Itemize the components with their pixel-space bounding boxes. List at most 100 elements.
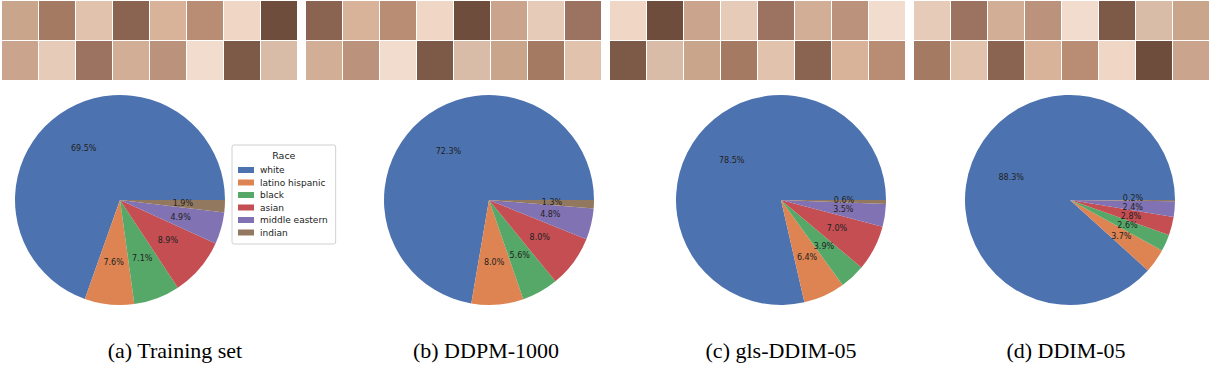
data-label: 88.3% xyxy=(998,173,1024,182)
data-label: 5.6% xyxy=(510,251,531,260)
pie-chart: 78.5%6.4%3.9%7.0%3.5%0.6% xyxy=(676,95,886,305)
data-label: 4.8% xyxy=(540,210,561,219)
thumbnail-strip xyxy=(610,1,905,80)
legend-swatch xyxy=(238,217,254,223)
face-thumbnail xyxy=(150,41,186,80)
pie-slice xyxy=(676,95,886,305)
face-thumbnail xyxy=(39,1,75,40)
caption: (a) Training set xyxy=(108,338,242,363)
legend-label: indian xyxy=(260,228,288,238)
face-thumbnail xyxy=(721,41,757,80)
face-thumbnail xyxy=(2,41,38,80)
data-label: 8.0% xyxy=(530,233,551,242)
face-thumbnail xyxy=(261,1,297,40)
face-thumbnail xyxy=(417,41,453,80)
face-thumbnail xyxy=(1173,1,1209,40)
legend-label: white xyxy=(260,165,285,175)
legend-frame xyxy=(232,145,336,244)
face-thumbnail xyxy=(454,1,490,40)
face-thumbnail xyxy=(261,41,297,80)
legend-label: middle eastern xyxy=(260,215,328,225)
data-label: 0.6% xyxy=(834,196,855,205)
face-thumbnail xyxy=(988,1,1024,40)
face-thumbnail xyxy=(343,1,379,40)
face-thumbnail xyxy=(491,1,527,40)
face-thumbnail xyxy=(1062,41,1098,80)
face-thumbnail xyxy=(454,41,490,80)
face-thumbnail xyxy=(113,41,149,80)
data-label: 78.5% xyxy=(719,156,745,165)
face-thumbnail xyxy=(951,41,987,80)
pie-slice xyxy=(965,95,1175,305)
data-label: 8.9% xyxy=(158,236,179,245)
face-thumbnail xyxy=(39,41,75,80)
caption: (b) DDPM-1000 xyxy=(413,338,559,363)
legend-label: black xyxy=(260,190,285,200)
data-label: 8.0% xyxy=(484,258,505,267)
data-label: 3.5% xyxy=(833,205,854,214)
legend-swatch xyxy=(238,192,254,198)
face-thumbnail xyxy=(380,41,416,80)
face-thumbnail xyxy=(795,1,831,40)
thumbnail-strip xyxy=(2,1,297,80)
face-thumbnail xyxy=(684,41,720,80)
face-thumbnail xyxy=(224,1,260,40)
face-thumbnail xyxy=(528,41,564,80)
face-thumbnail xyxy=(76,1,112,40)
data-label: 3.9% xyxy=(814,242,835,251)
face-thumbnail xyxy=(187,1,223,40)
face-thumbnail xyxy=(758,41,794,80)
face-thumbnail xyxy=(380,1,416,40)
face-thumbnail xyxy=(565,1,601,40)
face-thumbnail xyxy=(76,41,112,80)
face-thumbnail xyxy=(914,1,950,40)
pie-chart: 88.3%3.7%2.6%2.8%2.4%0.2% xyxy=(965,95,1175,305)
face-thumbnail xyxy=(150,1,186,40)
face-thumbnail xyxy=(1025,1,1061,40)
data-label: 1.9% xyxy=(173,199,194,208)
caption: (d) DDIM-05 xyxy=(1006,338,1125,363)
data-label: 7.0% xyxy=(827,224,848,233)
thumbnail-strip xyxy=(914,1,1209,80)
data-label: 2.8% xyxy=(1121,212,1142,221)
face-thumbnail xyxy=(417,1,453,40)
data-label: 4.9% xyxy=(170,213,191,222)
face-thumbnail xyxy=(610,41,646,80)
face-thumbnail xyxy=(988,41,1024,80)
face-thumbnail xyxy=(2,1,38,40)
face-thumbnail xyxy=(1062,1,1098,40)
face-thumbnail xyxy=(306,1,342,40)
face-thumbnail xyxy=(1136,41,1172,80)
face-thumbnail xyxy=(113,1,149,40)
face-thumbnail xyxy=(832,1,868,40)
face-thumbnail xyxy=(869,41,905,80)
thumbnail-strip xyxy=(306,1,601,80)
data-label: 69.5% xyxy=(71,144,97,153)
face-thumbnail xyxy=(869,1,905,40)
legend-swatch xyxy=(238,167,254,173)
face-thumbnail xyxy=(1136,1,1172,40)
face-thumbnail xyxy=(187,41,223,80)
legend-label: latino hispanic xyxy=(260,178,325,188)
face-thumbnail xyxy=(610,1,646,40)
legend-swatch xyxy=(238,230,254,236)
face-thumbnail xyxy=(914,41,950,80)
pie-slice xyxy=(120,200,225,213)
legend-swatch xyxy=(238,180,254,186)
face-thumbnail xyxy=(528,1,564,40)
data-label: 7.1% xyxy=(132,254,153,263)
figure: 69.5% 7.6% 7.1% 8.9% 4.9% 1.9% (a) Training se… xyxy=(0,0,1215,378)
face-thumbnail xyxy=(306,41,342,80)
face-thumbnail xyxy=(758,1,794,40)
face-thumbnail xyxy=(647,41,683,80)
legend: Racewhitelatino hispanicblackasianmiddle… xyxy=(232,145,336,244)
face-thumbnail xyxy=(1173,41,1209,80)
face-thumbnail xyxy=(1099,41,1135,80)
legend-label: asian xyxy=(260,203,284,213)
data-label: 3.7% xyxy=(1111,232,1132,241)
face-thumbnail xyxy=(647,1,683,40)
face-thumbnail xyxy=(795,41,831,80)
legend-swatch xyxy=(238,205,254,211)
data-label: 1.3% xyxy=(542,198,563,207)
data-label: 7.6% xyxy=(103,258,124,267)
